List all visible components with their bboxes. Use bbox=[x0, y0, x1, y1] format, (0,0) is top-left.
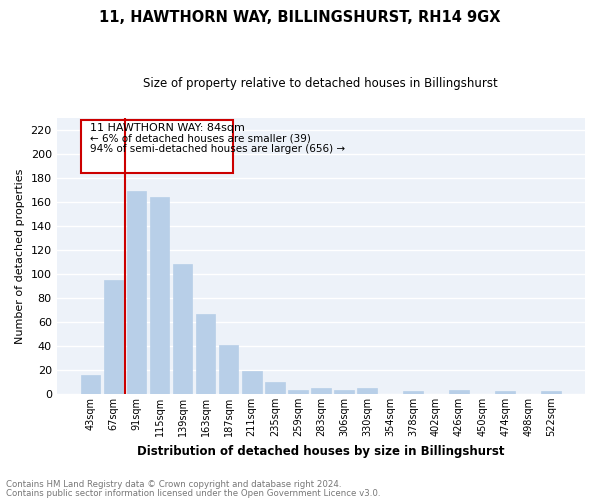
Bar bbox=[173, 264, 193, 394]
Text: ← 6% of detached houses are smaller (39): ← 6% of detached houses are smaller (39) bbox=[91, 134, 311, 143]
Bar bbox=[150, 197, 169, 394]
Bar bbox=[242, 371, 262, 394]
Bar bbox=[496, 392, 515, 394]
FancyBboxPatch shape bbox=[81, 120, 233, 173]
Bar bbox=[104, 280, 123, 394]
Title: Size of property relative to detached houses in Billingshurst: Size of property relative to detached ho… bbox=[143, 78, 498, 90]
Bar bbox=[127, 191, 146, 394]
Text: Contains HM Land Registry data © Crown copyright and database right 2024.: Contains HM Land Registry data © Crown c… bbox=[6, 480, 341, 489]
Bar bbox=[403, 392, 423, 394]
Bar bbox=[311, 388, 331, 394]
Text: 11, HAWTHORN WAY, BILLINGSHURST, RH14 9GX: 11, HAWTHORN WAY, BILLINGSHURST, RH14 9G… bbox=[99, 10, 501, 25]
Y-axis label: Number of detached properties: Number of detached properties bbox=[15, 168, 25, 344]
X-axis label: Distribution of detached houses by size in Billingshurst: Distribution of detached houses by size … bbox=[137, 444, 505, 458]
Text: 11 HAWTHORN WAY: 84sqm: 11 HAWTHORN WAY: 84sqm bbox=[91, 123, 245, 133]
Bar bbox=[80, 374, 100, 394]
Bar bbox=[196, 314, 215, 394]
Bar bbox=[219, 344, 238, 394]
Bar bbox=[357, 388, 377, 394]
Bar bbox=[288, 390, 308, 394]
Bar bbox=[541, 392, 561, 394]
Bar bbox=[265, 382, 284, 394]
Bar bbox=[449, 390, 469, 394]
Bar bbox=[334, 390, 353, 394]
Text: Contains public sector information licensed under the Open Government Licence v3: Contains public sector information licen… bbox=[6, 488, 380, 498]
Text: 94% of semi-detached houses are larger (656) →: 94% of semi-detached houses are larger (… bbox=[91, 144, 346, 154]
